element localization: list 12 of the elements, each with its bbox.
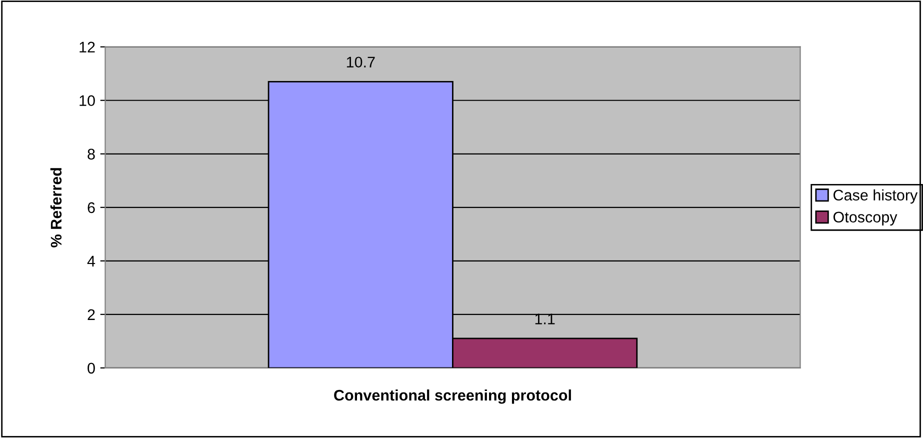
y-axis-title: % Referred xyxy=(50,168,62,248)
legend-label: Case history xyxy=(834,189,918,204)
y-tick-label: 4 xyxy=(87,256,96,266)
y-tick-label: 6 xyxy=(88,202,95,214)
legend-label: Otoscopy xyxy=(833,212,898,226)
x-axis-title: Conventional screening protocol xyxy=(334,389,571,404)
data-label: 10.7 xyxy=(346,56,375,68)
y-tick-label: 0 xyxy=(88,362,95,374)
y-tick-label: 2 xyxy=(88,309,95,320)
y-tick-label: 10 xyxy=(80,95,95,106)
y-tick-label: 12 xyxy=(80,42,95,52)
y-tick-label: 8 xyxy=(88,148,95,160)
